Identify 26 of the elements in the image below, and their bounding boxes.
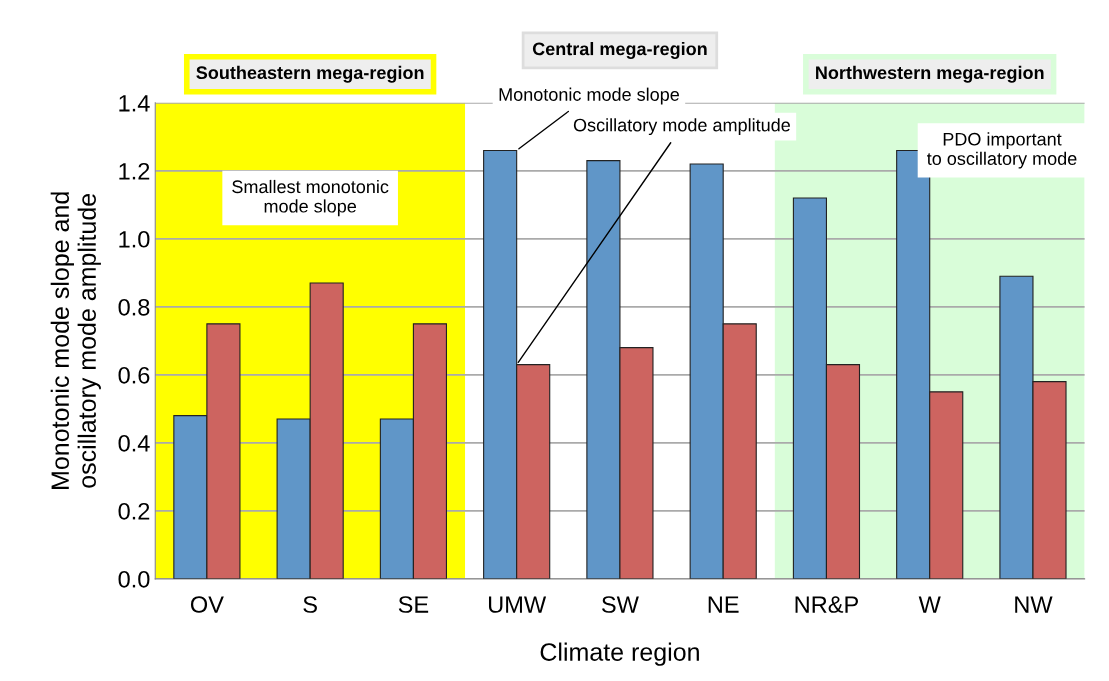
- band-label: Southeastern mega-region: [196, 65, 424, 83]
- x-tick-label: SW: [601, 596, 639, 613]
- x-tick-label: W: [918, 596, 941, 613]
- x-tick-label: NR&P: [795, 596, 858, 613]
- y-tick-label: 0.4: [118, 434, 150, 452]
- y-tick-label: 0.6: [118, 366, 150, 384]
- text: Central mega-region: [532, 42, 707, 59]
- y-tick-label: 0.2: [118, 502, 150, 520]
- annotation: Smallest monotonic mode slope: [232, 179, 389, 217]
- annotation: Monotonic mode slope: [499, 87, 679, 105]
- x-tick-label: S: [303, 596, 317, 613]
- x-tick-label: NW: [1015, 596, 1053, 613]
- y-tick-label: 1.2: [119, 162, 150, 180]
- y-tick-label: 0.0: [118, 570, 150, 588]
- y-tick-label: 1.0: [119, 230, 150, 248]
- annotation: PDO important to oscillatory mode: [927, 132, 1077, 169]
- x-tick-label: OV: [190, 596, 224, 613]
- x-tick-label: UMW: [488, 596, 547, 613]
- band-label: Northwestern mega-region: [816, 65, 1044, 83]
- x-tick-label: NE: [708, 596, 739, 613]
- y-axis-title: Monotonic mode slope and oscillatory mode amplitude: [50, 192, 101, 489]
- x-tick-label: SE: [398, 596, 429, 613]
- y-tick-label: 1.4: [119, 95, 150, 112]
- x-axis-title: Climate region: [540, 642, 699, 666]
- annotation: Oscillatory mode amplitude: [573, 118, 790, 136]
- y-tick-label: 0.8: [118, 298, 150, 316]
